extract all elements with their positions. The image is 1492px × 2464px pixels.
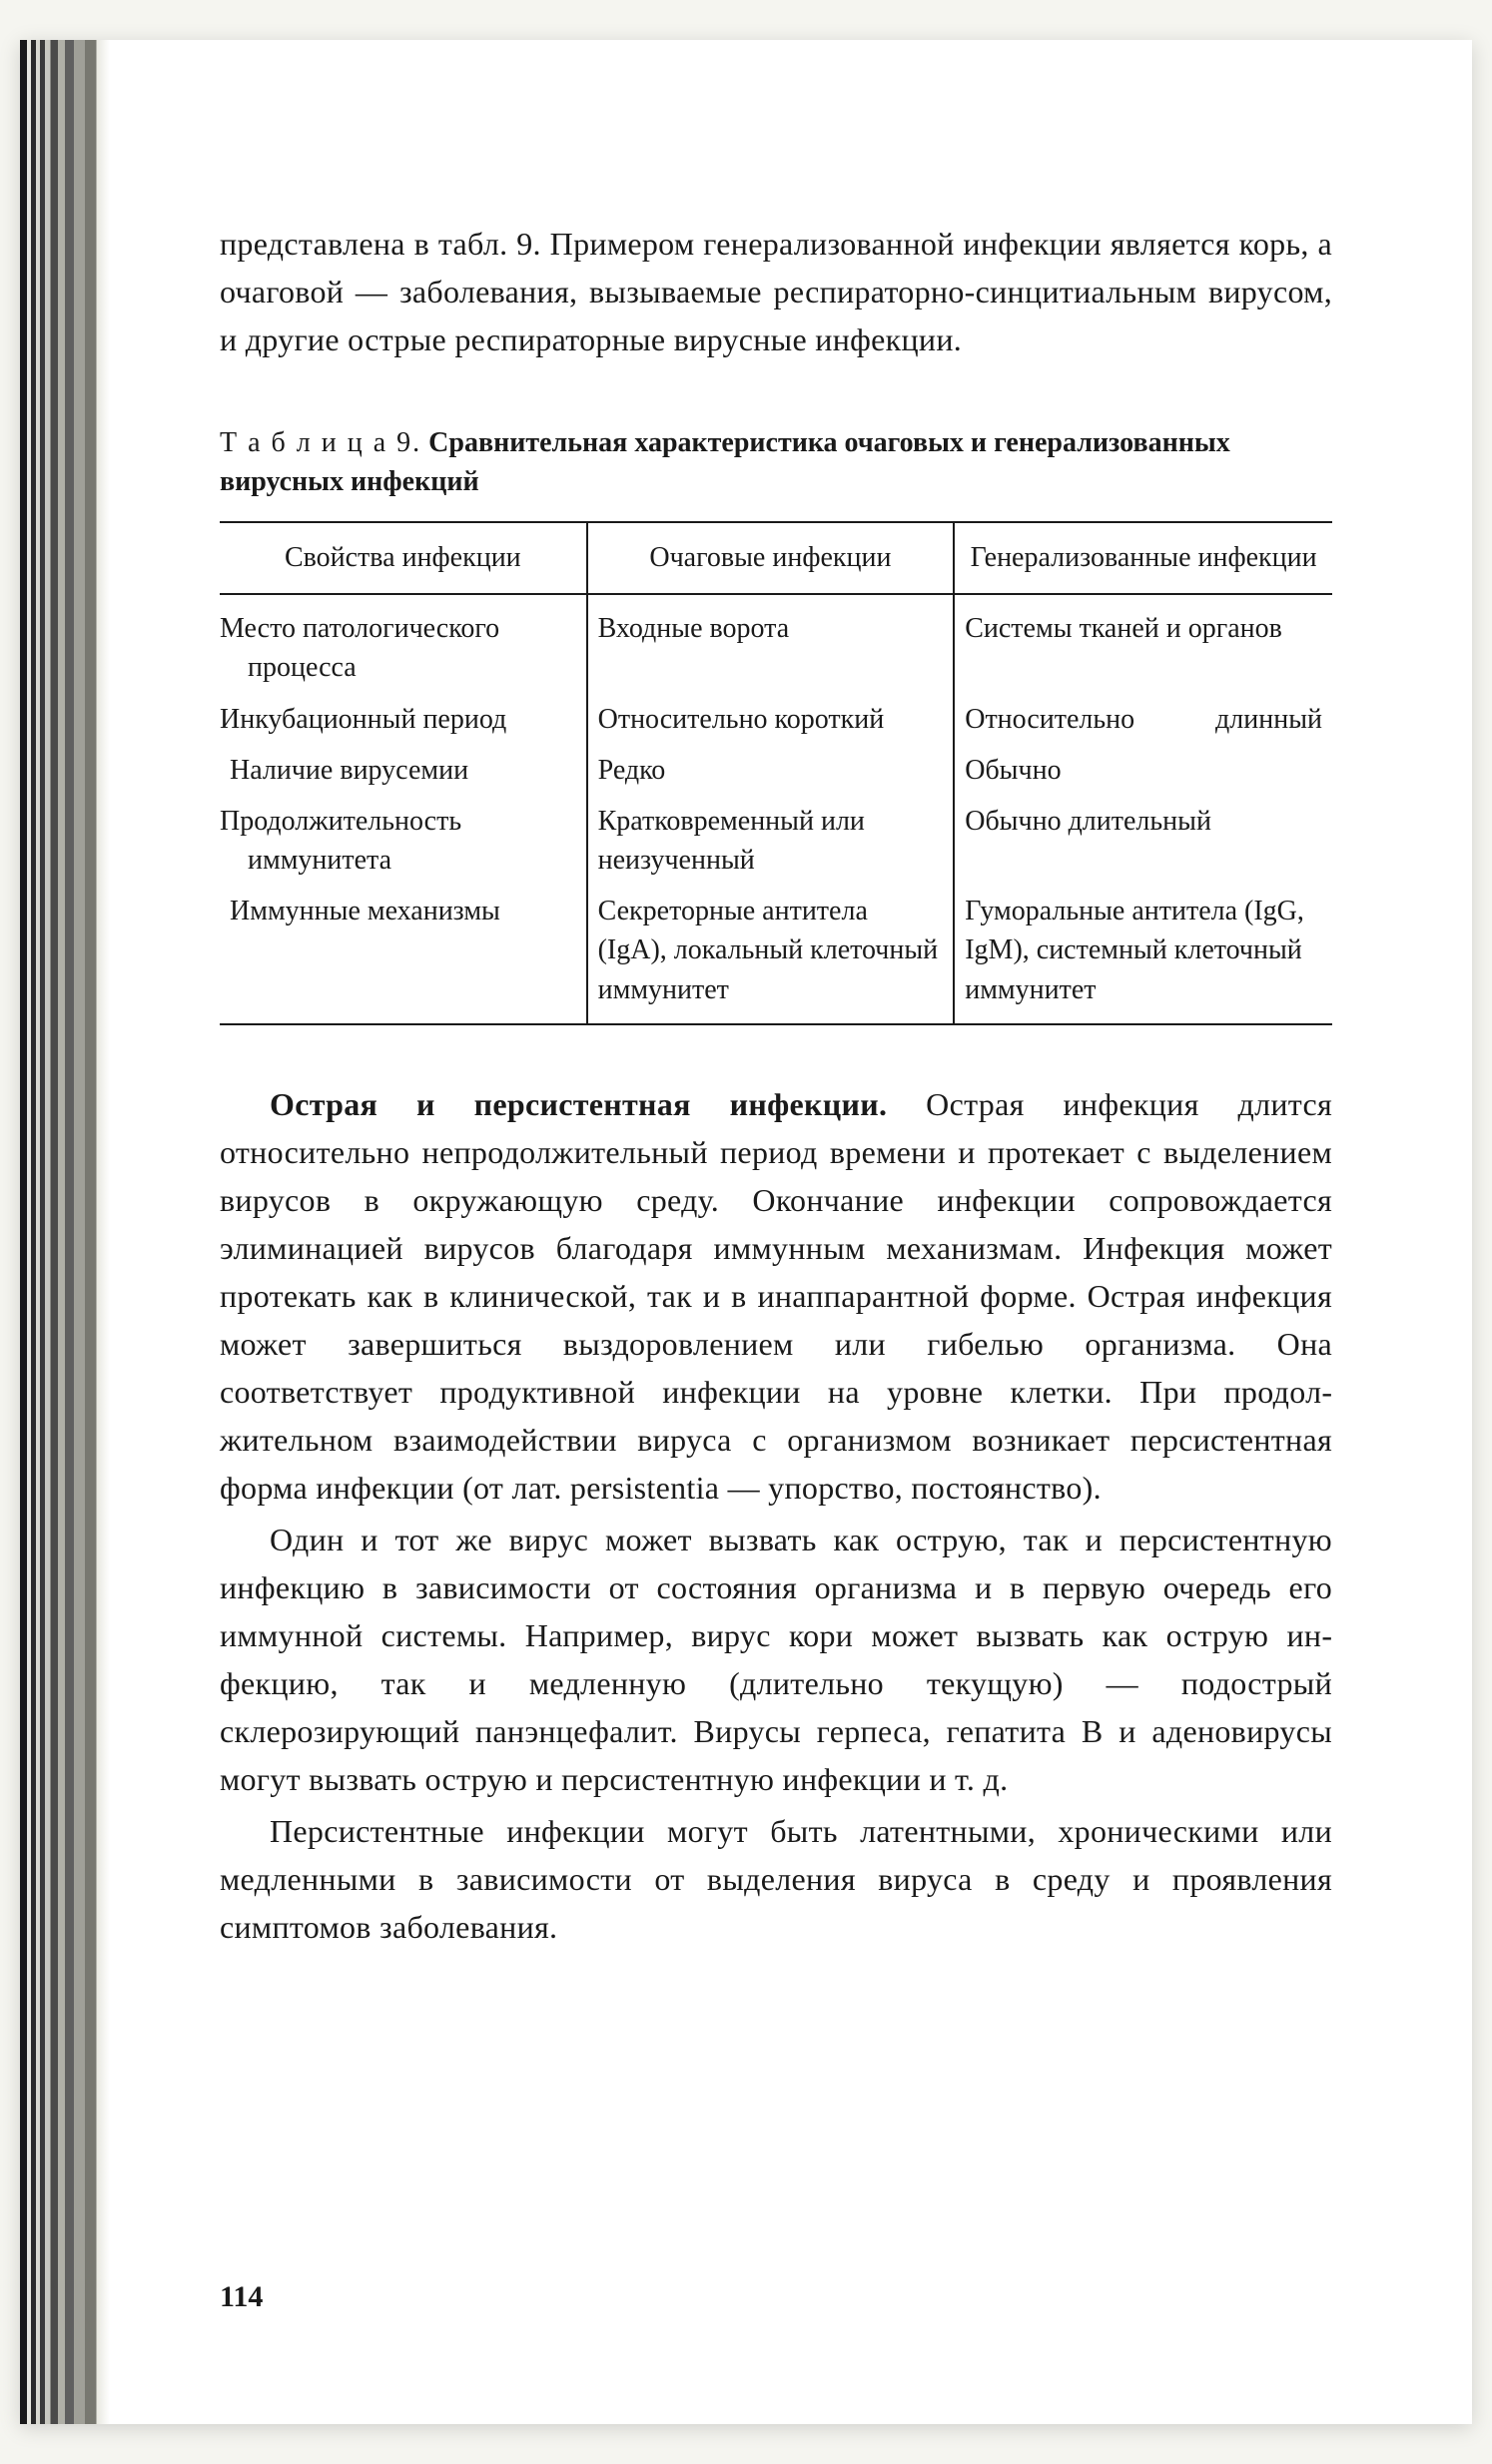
- table-row: Инкубационный пе­риод Относительно корот…: [220, 694, 1332, 745]
- table-cell-property: Место патологическо­го процесса: [220, 594, 587, 693]
- table-cell-focal: Кратковременный или неизученный: [587, 796, 955, 886]
- table-cell-property: Наличие вирусемии: [220, 745, 587, 796]
- comparison-table: Свойства инфекции Очаговые инфекции Гене…: [220, 521, 1332, 1024]
- table-cell-general: Обычно: [954, 745, 1332, 796]
- table-9-block: Т а б л и ц а 9. Сравнительная характери…: [220, 423, 1332, 1025]
- table-row: Продолжительность иммунитета Кратковреме…: [220, 796, 1332, 886]
- table-cell-general: Относительно длинный: [954, 694, 1332, 745]
- table-row: Наличие вирусемии Редко Обычно: [220, 745, 1332, 796]
- table-cell-focal: Относительно короткий: [587, 694, 955, 745]
- table-row: Иммунные механизмы Секреторные антитела …: [220, 886, 1332, 1024]
- table-header-focal: Очаговые инфекции: [587, 522, 955, 594]
- table-caption-label: Т а б л и ц а 9.: [220, 427, 421, 458]
- table-cell-general: Системы тканей и органов: [954, 594, 1332, 693]
- table-header-property: Свойства инфекции: [220, 522, 587, 594]
- table-header-row: Свойства инфекции Очаговые инфекции Гене…: [220, 522, 1332, 594]
- table-cell-focal: Редко: [587, 745, 955, 796]
- table-header-general: Генерализованные инфекции: [954, 522, 1332, 594]
- paragraph-lead: Острая и персистентная инфекции.: [270, 1086, 887, 1122]
- book-binding-shadow: [20, 40, 110, 2424]
- body-paragraph-3: Персистентные инфекции могут быть латент…: [220, 1807, 1332, 1951]
- paragraph-text: Острая инфекция длится относительно непр…: [220, 1086, 1332, 1506]
- body-paragraph-1: Острая и персистентная инфекции. Острая …: [220, 1080, 1332, 1512]
- table-cell-property: Продолжительность иммунитета: [220, 796, 587, 886]
- table-cell-focal: Входные ворота: [587, 594, 955, 693]
- table-caption: Т а б л и ц а 9. Сравнительная характери…: [220, 423, 1332, 501]
- intro-paragraph: представлена в табл. 9. Примером генерал…: [220, 220, 1332, 363]
- body-paragraph-2: Один и тот же вирус может вызвать как ос…: [220, 1516, 1332, 1803]
- page-number: 114: [220, 2280, 263, 2314]
- table-cell-general: Гуморальные антитела (IgG, IgM), системн…: [954, 886, 1332, 1024]
- table-row: Место патологическо­го процесса Входные …: [220, 594, 1332, 693]
- table-cell-focal: Секреторные антитела (IgA), локальный кл…: [587, 886, 955, 1024]
- table-cell-general: Обычно длительный: [954, 796, 1332, 886]
- table-cell-property: Инкубационный пе­риод: [220, 694, 587, 745]
- book-page: представлена в табл. 9. Примером генерал…: [20, 40, 1472, 2424]
- table-cell-property: Иммунные механизмы: [220, 886, 587, 1024]
